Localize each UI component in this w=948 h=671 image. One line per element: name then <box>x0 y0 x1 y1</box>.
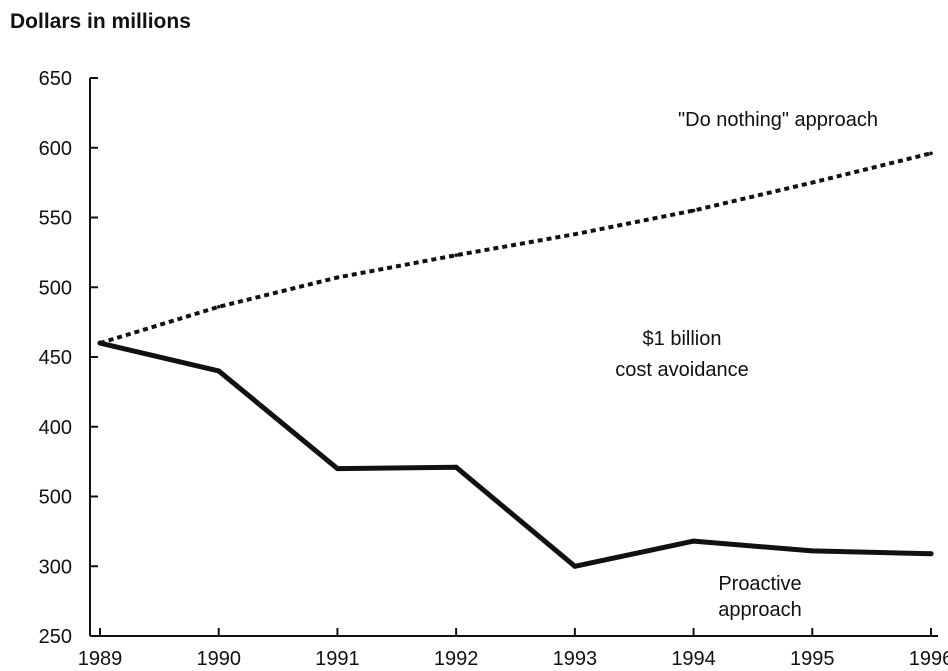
proactive-point <box>691 538 697 544</box>
y-tick-label: 600 <box>39 138 72 160</box>
y-tick-label: 500 <box>39 487 72 509</box>
proactive-label-line-2: approach <box>718 599 801 621</box>
do-nothing-point <box>454 253 458 257</box>
x-tick-label: 1993 <box>553 648 598 670</box>
proactive-point <box>572 563 578 569</box>
do-nothing-point <box>335 275 340 280</box>
ticks: 650 600 550 500 450 400 500 300 250 1989 1990 1991 1… <box>39 68 948 670</box>
y-tick-label: 250 <box>39 626 72 648</box>
x-tick-label: 1994 <box>671 648 716 670</box>
x-tick-label: 1989 <box>78 648 123 670</box>
cost-avoidance-label-line-1: $1 billion <box>643 328 722 350</box>
y-tick-label: 550 <box>39 208 72 230</box>
proactive-point <box>809 548 815 554</box>
proactive-point <box>453 464 459 470</box>
proactive-series-line <box>97 340 934 569</box>
y-axis-title: Dollars in millions <box>10 10 191 33</box>
do-nothing-point <box>810 180 815 185</box>
x-tick-label: 1996 <box>909 648 948 670</box>
proactive-point <box>928 551 934 557</box>
series-group <box>97 151 934 569</box>
proactive-point <box>216 368 222 374</box>
proactive-point <box>334 466 340 472</box>
do-nothing-point <box>691 208 696 213</box>
do-nothing-label: "Do nothing" approach <box>678 109 878 131</box>
x-tick-label: 1992 <box>434 648 479 670</box>
proactive-point <box>97 340 103 346</box>
y-tick-label: 450 <box>39 347 72 369</box>
do-nothing-series-line <box>99 151 932 346</box>
do-nothing-point <box>573 232 577 237</box>
y-tick-label: 400 <box>39 417 72 439</box>
y-tick-label: 300 <box>39 556 72 578</box>
y-tick-label: 500 <box>39 277 72 299</box>
do-nothing-point <box>216 304 221 309</box>
y-tick-label: 650 <box>39 68 72 90</box>
proactive-label-line-1: Proactive <box>718 573 801 595</box>
x-tick-label: 1990 <box>196 648 241 670</box>
x-tick-label: 1991 <box>315 648 360 670</box>
x-tick-label: 1995 <box>790 648 835 670</box>
cost-avoidance-label-line-2: cost avoidance <box>615 359 748 381</box>
do-nothing-point <box>929 151 933 156</box>
